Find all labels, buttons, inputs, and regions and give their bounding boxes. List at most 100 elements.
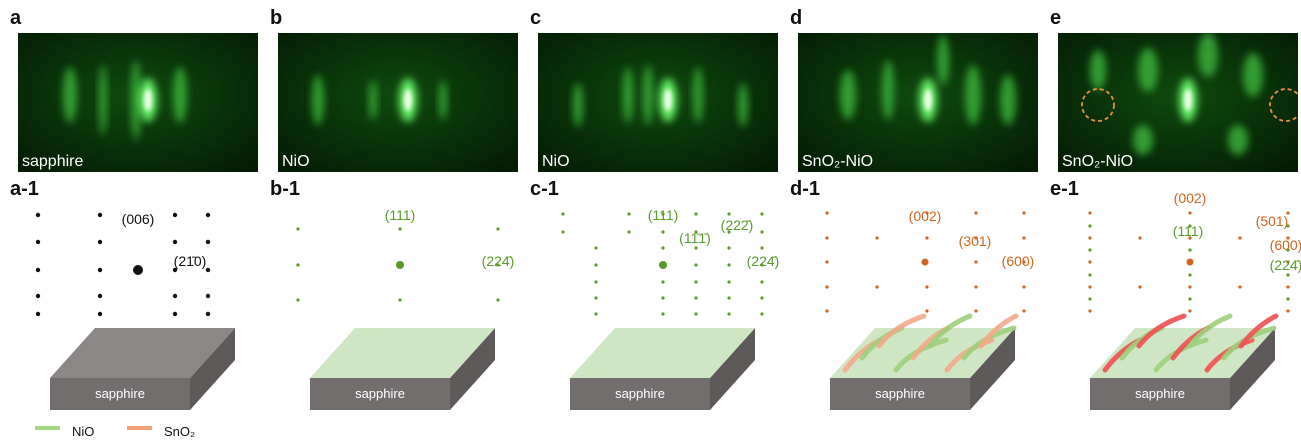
spot-label: (600): [1002, 253, 1035, 269]
panel: eSnO₂-NiOe-1(002)(501)(111)(600)(224̄)sa…: [1050, 7, 1301, 410]
spot-label: (600): [1270, 237, 1301, 253]
panel-label: d: [790, 7, 802, 29]
diffraction-spot: [974, 309, 977, 312]
diffraction-spot: [1088, 273, 1091, 276]
diffraction-spot: [825, 211, 828, 214]
panel: dSnO₂-NiOd-1(002)(301)(600)sapphire: [790, 7, 1038, 410]
central-spot: [1187, 259, 1194, 266]
diffraction-spot: [1188, 297, 1191, 300]
diffraction-spot: [1088, 236, 1091, 239]
diffraction-spot: [98, 268, 102, 272]
image-caption: SnO₂-NiO: [802, 153, 873, 170]
diffraction-spot: [594, 263, 597, 266]
substrate-label: sapphire: [95, 386, 145, 401]
diffraction-spot: [296, 227, 299, 230]
streak: [937, 35, 949, 85]
rheed-image: NiO: [278, 33, 518, 172]
sub-label: c-1: [530, 178, 559, 200]
image-caption: SnO₂-NiO: [1062, 153, 1133, 170]
diffraction-spot: [398, 298, 401, 301]
diffraction-spot: [1238, 236, 1241, 239]
diffraction-spot: [727, 212, 730, 215]
streak: [965, 65, 981, 125]
diffraction-spot: [398, 227, 401, 230]
diffraction-spot: [1188, 273, 1191, 276]
bright-spot: [664, 89, 672, 111]
diffraction-spot: [760, 246, 763, 249]
streak: [1198, 33, 1218, 77]
diffraction-spot: [206, 312, 210, 316]
diffraction-spot: [98, 240, 102, 244]
diffraction-spot: [760, 296, 763, 299]
spot-label: (224̄): [482, 253, 515, 269]
diffraction-spot: [694, 312, 697, 315]
diffraction-spot: [661, 280, 664, 283]
diffraction-spot: [825, 285, 828, 288]
diffraction-spot: [661, 312, 664, 315]
streak: [1000, 75, 1016, 125]
diffraction-spot: [1022, 211, 1025, 214]
diffraction-spot: [36, 268, 40, 272]
spot-label: (222̄): [721, 217, 754, 233]
diffraction-spot: [206, 240, 210, 244]
substrate-label: sapphire: [875, 386, 925, 401]
diffraction-spot: [727, 246, 730, 249]
diffraction-spot: [496, 298, 499, 301]
rheed-image: sapphire: [18, 33, 258, 172]
streak: [369, 80, 377, 120]
bright-spot: [924, 89, 932, 111]
diffraction-spot: [1138, 285, 1141, 288]
central-spot: [133, 265, 143, 275]
diffraction-spot: [1188, 309, 1191, 312]
diffraction-spot: [1088, 224, 1091, 227]
streak: [439, 80, 447, 120]
diffraction-spot: [1088, 211, 1091, 214]
spot-label: (501): [1256, 213, 1289, 229]
streak: [573, 83, 583, 127]
sub-label: a-1: [10, 178, 39, 200]
sub-label: e-1: [1050, 178, 1079, 200]
diffraction-spot: [727, 280, 730, 283]
spot-label: (111): [1173, 223, 1204, 239]
spot-label: (002): [1174, 190, 1207, 206]
diffraction-spot: [925, 285, 928, 288]
streak: [1243, 53, 1263, 97]
sub-label: b-1: [270, 178, 300, 200]
diffraction-spot: [694, 280, 697, 283]
diffraction-spot: [627, 212, 630, 215]
streak: [693, 67, 703, 123]
diffraction-spot: [1238, 285, 1241, 288]
diffraction-spot: [974, 211, 977, 214]
diffraction-spot: [98, 312, 102, 316]
panel-label: c: [530, 7, 541, 29]
diffraction-spot: [1088, 248, 1091, 251]
diffraction-spot: [1088, 285, 1091, 288]
diffraction-spot: [925, 236, 928, 239]
panel-label: b: [270, 7, 282, 29]
streak: [643, 65, 653, 125]
diffraction-spot: [1188, 211, 1191, 214]
diffraction-spot: [1138, 236, 1141, 239]
diffraction-spot: [661, 230, 664, 233]
bright-spot: [1184, 89, 1192, 111]
streak: [173, 67, 187, 123]
spot-label: (006): [122, 211, 155, 227]
diffraction-spot: [561, 230, 564, 233]
diffraction-spot: [1022, 236, 1025, 239]
diffraction-spot: [1188, 285, 1191, 288]
spot-label: (002): [909, 208, 942, 224]
diffraction-spot: [206, 213, 210, 217]
bright-spot: [404, 89, 412, 111]
sub-label: d-1: [790, 178, 820, 200]
diffraction-spot: [1088, 297, 1091, 300]
diffraction-spot: [694, 212, 697, 215]
image-caption: sapphire: [22, 153, 83, 170]
panel: cNiOc-1(111)(222̄)(11̄1̄)(224̄)sapphire: [530, 7, 779, 410]
diffraction-spot: [296, 263, 299, 266]
diffraction-spot: [296, 298, 299, 301]
streak: [840, 70, 856, 120]
diffraction-spot: [36, 294, 40, 298]
diffraction-spot: [825, 309, 828, 312]
diffraction-spot: [561, 212, 564, 215]
